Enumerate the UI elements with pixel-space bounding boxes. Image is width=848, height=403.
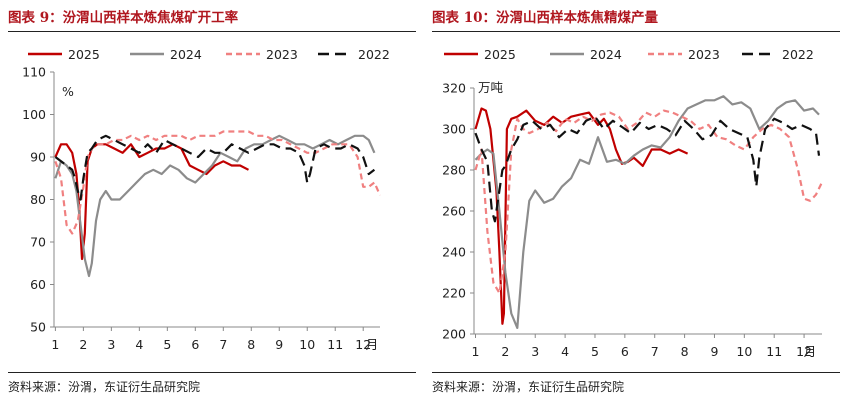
x-tick-label: 4 [561, 344, 569, 359]
x-tick-label: 12 [355, 337, 371, 352]
x-tick-label: 10 [736, 344, 752, 359]
legend-label-2025: 2025 [484, 47, 516, 62]
x-tick-label: 5 [591, 344, 599, 359]
legend-label-2022: 2022 [358, 47, 390, 62]
x-tick-label: 11 [766, 344, 782, 359]
y-tick-label: 90 [30, 150, 46, 165]
series-line-2022 [474, 115, 821, 223]
x-axis-unit: 月 [804, 344, 817, 359]
legend-label-2024: 2024 [590, 47, 622, 62]
source-note: 资料来源：汾渭，东证衍生品研究院 [432, 380, 625, 394]
x-tick-label: 7 [651, 344, 659, 359]
x-tick-label: 7 [219, 337, 227, 352]
x-tick-label: 1 [472, 344, 480, 359]
y-tick-label: 320 [442, 81, 466, 96]
y-tick-label: 220 [442, 286, 466, 301]
x-tick-label: 9 [710, 344, 718, 359]
series-line-2023 [474, 109, 823, 295]
y-tick-label: 110 [22, 65, 46, 80]
chart-panel-clean-coal-output: 图表 10：汾渭山西样本炼焦精煤产量 200 220 240 260 280 300 320… [424, 0, 848, 403]
y-axis-unit: % [62, 84, 74, 99]
chart-title: 图表 10：汾渭山西样本炼焦精煤产量 [432, 10, 658, 26]
y-tick-label: 70 [30, 235, 46, 250]
y-tick-label: 260 [442, 204, 466, 219]
y-tick-label: 60 [30, 277, 46, 292]
series-line-2024 [474, 95, 820, 329]
legend-label-2024: 2024 [170, 47, 202, 62]
x-tick-label: 4 [135, 337, 143, 352]
source-divider [8, 372, 416, 373]
y-tick-label: 200 [442, 327, 466, 342]
y-tick-label: 80 [30, 192, 46, 207]
x-tick-label: 10 [299, 337, 315, 352]
y-tick-label: 100 [22, 107, 46, 122]
x-tick-label: 3 [107, 337, 115, 352]
y-tick-label: 240 [442, 245, 466, 260]
y-tick-label: 280 [442, 163, 466, 178]
y-axis-unit: 万吨 [478, 80, 504, 95]
source-note: 资料来源：汾渭，东证衍生品研究院 [8, 380, 201, 394]
x-tick-label: 12 [796, 344, 812, 359]
title-divider [432, 31, 840, 32]
x-tick-label: 8 [681, 344, 689, 359]
legend-label-2023: 2023 [266, 47, 298, 62]
series-line-2025 [54, 143, 250, 261]
legend-label-2025: 2025 [68, 47, 100, 62]
series-line-2024 [54, 134, 376, 278]
y-tick-label: 50 [30, 320, 46, 335]
legend-label-2023: 2023 [688, 47, 720, 62]
legend-label-2022: 2022 [782, 47, 814, 62]
x-tick-label: 5 [163, 337, 171, 352]
x-tick-label: 3 [531, 344, 539, 359]
x-tick-label: 9 [275, 337, 283, 352]
x-tick-label: 2 [79, 337, 87, 352]
x-tick-label: 2 [501, 344, 509, 359]
y-tick-label: 300 [442, 122, 466, 137]
source-divider [432, 372, 840, 373]
x-tick-label: 6 [191, 337, 199, 352]
x-tick-label: 1 [51, 337, 59, 352]
series-line-2023 [54, 130, 382, 235]
chart-panel-operating-rate: 图表 9：汾渭山西样本炼焦煤矿开工率 50 60 70 80 90 100 110 1 2 3 4 5… [8, 10, 416, 394]
x-tick-label: 11 [327, 337, 343, 352]
x-axis-unit: 月 [366, 337, 379, 352]
series-line-2022 [54, 134, 376, 201]
chart-title: 图表 9：汾渭山西样本炼焦煤矿开工率 [8, 10, 239, 26]
x-tick-label: 6 [621, 344, 629, 359]
x-tick-label: 8 [247, 337, 255, 352]
title-divider [8, 31, 416, 32]
